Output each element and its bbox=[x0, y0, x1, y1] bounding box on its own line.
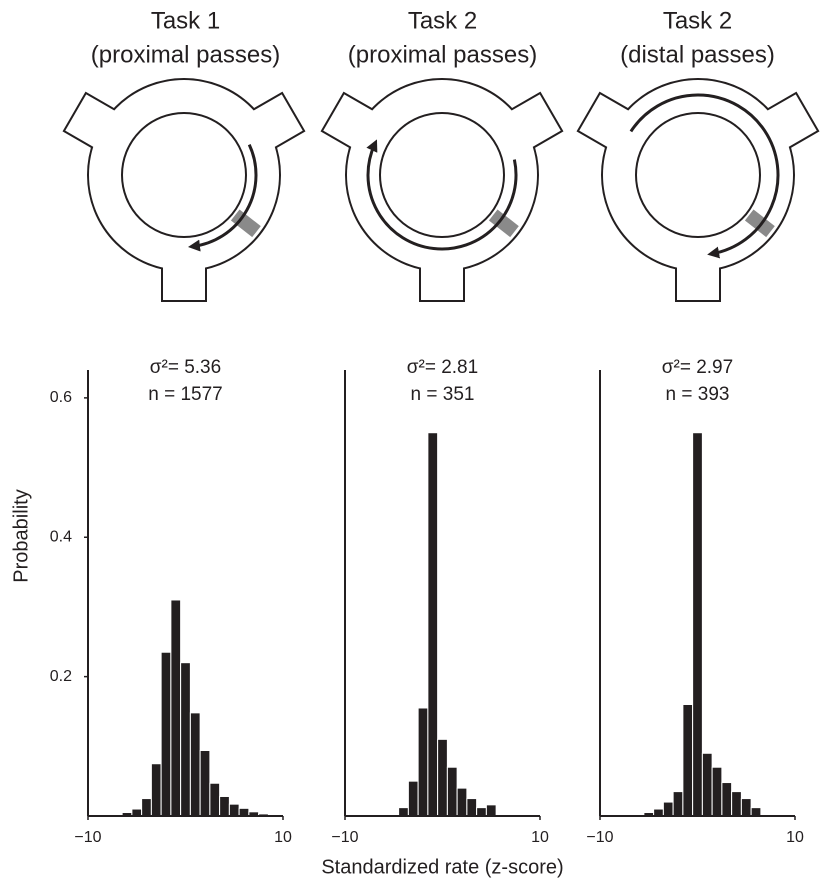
annotation: σ²= 2.97 bbox=[662, 357, 733, 378]
bar bbox=[150, 763, 162, 817]
bar bbox=[721, 782, 733, 817]
bar bbox=[170, 599, 182, 817]
bar bbox=[682, 704, 694, 817]
panel-subtitle: (distal passes) bbox=[620, 41, 775, 68]
maze bbox=[320, 78, 564, 302]
reward-zone bbox=[744, 209, 775, 238]
bar bbox=[219, 795, 230, 817]
y-tick-label: 0.6 bbox=[50, 389, 72, 406]
bar bbox=[711, 766, 723, 817]
bar bbox=[466, 798, 478, 817]
x-tick-label: −10 bbox=[586, 829, 613, 846]
reward-zone bbox=[230, 209, 261, 238]
bar bbox=[141, 798, 152, 817]
panel-title: Task 2 bbox=[663, 7, 732, 34]
maze bbox=[576, 78, 820, 302]
annotation: σ²= 2.81 bbox=[407, 357, 478, 378]
bar bbox=[692, 432, 703, 817]
bar bbox=[653, 808, 664, 817]
bar bbox=[238, 807, 250, 817]
bar bbox=[437, 738, 448, 817]
maze-inner bbox=[635, 112, 761, 238]
bar bbox=[228, 803, 240, 817]
maze-diagrams bbox=[62, 78, 820, 302]
bar bbox=[160, 651, 172, 817]
bar bbox=[740, 798, 752, 817]
maze-inner bbox=[121, 112, 247, 238]
x-axis-label: Standardized rate (z-score) bbox=[321, 856, 563, 878]
annotation: σ²= 5.36 bbox=[150, 357, 221, 378]
bar bbox=[131, 808, 143, 817]
y-axis-label: Probability bbox=[10, 489, 32, 582]
bar bbox=[731, 791, 742, 817]
bar bbox=[672, 791, 684, 817]
reward-zone bbox=[488, 209, 519, 238]
y-tick-label: 0.2 bbox=[50, 668, 72, 685]
bar bbox=[446, 766, 458, 817]
panel-title: Task 2 bbox=[408, 7, 477, 34]
bar bbox=[189, 712, 201, 817]
pass-arrow bbox=[629, 93, 780, 259]
annotation: n = 1577 bbox=[148, 384, 223, 405]
bar bbox=[485, 804, 497, 817]
maze-inner bbox=[379, 112, 505, 238]
annotation: n = 393 bbox=[666, 384, 730, 405]
bar bbox=[701, 752, 713, 817]
bar bbox=[662, 801, 674, 817]
panel-subtitle: (proximal passes) bbox=[348, 41, 537, 68]
bar bbox=[417, 707, 429, 817]
bar bbox=[199, 749, 211, 817]
bar bbox=[750, 807, 762, 817]
bar bbox=[180, 662, 191, 817]
panel-title: Task 1 bbox=[151, 7, 220, 34]
bar bbox=[209, 782, 221, 817]
x-tick-label: 10 bbox=[531, 829, 549, 846]
bar bbox=[427, 432, 439, 817]
x-tick-label: 10 bbox=[786, 829, 804, 846]
bar bbox=[476, 807, 487, 817]
x-tick-label: 10 bbox=[274, 829, 292, 846]
maze bbox=[62, 78, 306, 302]
pass-arrow bbox=[188, 143, 258, 252]
x-tick-label: −10 bbox=[74, 829, 101, 846]
bar bbox=[456, 787, 468, 817]
y-tick-label: 0.4 bbox=[50, 528, 72, 545]
annotation: n = 351 bbox=[411, 384, 475, 405]
panel-subtitle: (proximal passes) bbox=[91, 41, 280, 68]
bar bbox=[407, 780, 419, 817]
bar bbox=[398, 807, 409, 817]
pass-arrow bbox=[366, 139, 518, 251]
x-tick-label: −10 bbox=[331, 829, 358, 846]
